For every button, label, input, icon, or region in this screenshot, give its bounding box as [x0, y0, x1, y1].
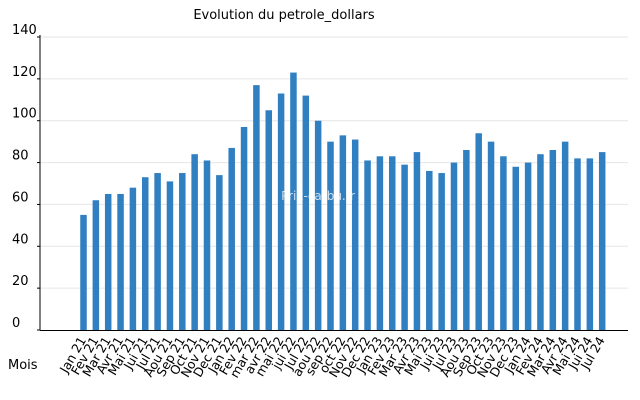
bar-avr-23	[413, 152, 421, 330]
bar-mar-24	[549, 150, 557, 330]
y-tick-labels: 0 20 40 60 80 100 120 140	[12, 23, 37, 331]
y-tick-label-0: 0	[12, 316, 20, 331]
bar-jui-23	[438, 173, 445, 330]
bar-mar-22	[253, 85, 260, 330]
bar-mai-22	[277, 93, 285, 330]
bar-jul-22	[302, 95, 310, 330]
bar-avr-21	[117, 193, 124, 330]
bar-oct-21	[191, 154, 198, 330]
bar-nov-23	[500, 156, 507, 330]
bar-mar-21	[104, 193, 112, 330]
bar-mai-24	[574, 158, 581, 330]
bar-oct-23	[487, 141, 495, 330]
bar-jan-21	[80, 214, 87, 330]
y-tick-label-80: 80	[12, 149, 29, 164]
bar-fev-21	[92, 200, 100, 330]
bar-mai-23	[426, 170, 433, 330]
bar-avr-24	[561, 141, 569, 330]
bar-sep-21	[179, 173, 186, 330]
bar-fev-22	[240, 126, 248, 330]
bar-avr-22	[265, 110, 272, 330]
bar-nov-22	[351, 139, 359, 330]
bar-jui-22	[290, 72, 297, 330]
bar-dec-23	[512, 166, 519, 330]
bars	[80, 72, 606, 330]
bar-jui-21	[142, 177, 149, 330]
bar-nov-21	[203, 160, 211, 330]
bar-mai-21	[129, 187, 137, 330]
axes	[37, 35, 628, 331]
bar-jul-23	[450, 162, 458, 330]
bar-aou-23	[463, 150, 470, 330]
y-tick-label-20: 20	[12, 274, 29, 289]
x-axis-label: Mois	[8, 358, 38, 373]
bar-dec-22	[364, 160, 371, 330]
y-tick-label-40: 40	[12, 232, 29, 247]
bar-jan-24	[524, 162, 532, 330]
bar-dec-21	[216, 175, 223, 330]
y-tick-label-60: 60	[12, 190, 29, 205]
bar-jan-23	[376, 156, 384, 330]
bar-oct-22	[339, 135, 347, 330]
bar-fev-23	[389, 156, 396, 330]
y-tick-label-120: 120	[12, 65, 37, 80]
bar-jui-24	[586, 158, 594, 330]
bar-jan-22	[228, 147, 235, 330]
bar-jul-21	[154, 173, 161, 330]
bar-jul-24	[598, 152, 606, 330]
chart-title: Evolution du petrole_dollars	[193, 8, 375, 23]
bar-aou-21	[166, 181, 174, 330]
watermark: Prix-carbu.fr	[281, 189, 355, 203]
bar-mar-23	[401, 164, 408, 330]
bar-sep-23	[475, 133, 482, 330]
bar-sep-22	[327, 141, 334, 330]
y-tick-label-100: 100	[12, 107, 37, 122]
bar-fev-24	[537, 154, 544, 330]
bar-aou-22	[314, 120, 322, 330]
y-tick-label-140: 140	[12, 23, 37, 38]
